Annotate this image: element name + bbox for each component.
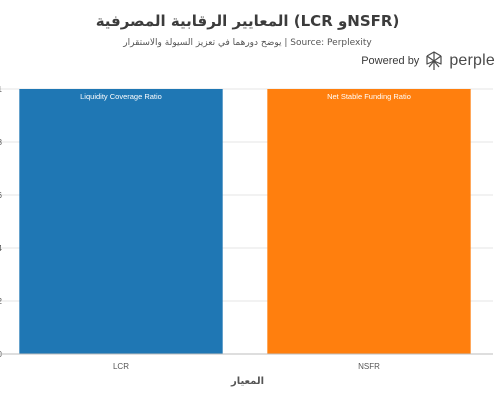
bar-label: Liquidity Coverage Ratio	[80, 92, 162, 101]
x-tick-label: LCR	[113, 362, 129, 371]
powered-by-badge[interactable]: Powered by perple	[361, 50, 495, 72]
y-tick-label: 0.8	[0, 138, 3, 147]
bar-nsfr	[267, 89, 471, 354]
bar-label: Net Stable Funding Ratio	[327, 92, 411, 101]
bar-lcr	[19, 89, 223, 354]
y-tick-label: 0.4	[0, 244, 3, 253]
x-tick-label: NSFR	[358, 362, 380, 371]
chart-subtitle: يوضح دورهما في تعزيز السيولة والاستقرار …	[123, 38, 372, 48]
chart-title: المعايير الرقابية المصرفية (LCR وNSFR)	[95, 12, 400, 30]
y-tick-label: 0.6	[0, 191, 3, 200]
powered-by-label: Powered by	[361, 55, 420, 67]
x-axis-title: المعيار	[230, 376, 265, 387]
brand-name: perple	[449, 52, 495, 69]
y-tick-label: 0.2	[0, 297, 3, 306]
y-tick-label: 1	[0, 85, 3, 94]
perplexity-logo-icon	[426, 51, 442, 70]
